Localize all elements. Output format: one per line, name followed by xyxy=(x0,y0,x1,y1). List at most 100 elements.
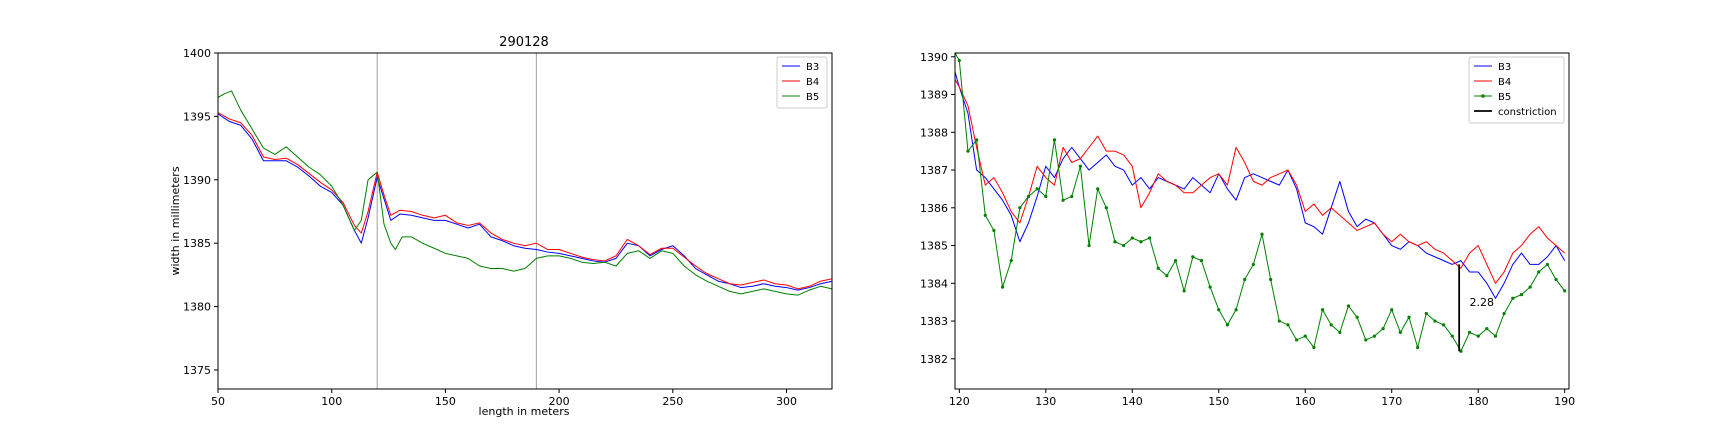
x-tick-label: 100 xyxy=(321,395,342,408)
x-tick-label: 180 xyxy=(1468,395,1489,408)
plot-area xyxy=(218,53,832,389)
annotations: 2.28 xyxy=(1470,296,1495,309)
chart-title: 290128 xyxy=(499,35,549,50)
legend: B3 B4 B5 xyxy=(776,56,828,109)
data-point xyxy=(1511,296,1515,300)
data-point xyxy=(1554,277,1558,282)
data-point xyxy=(1044,194,1048,199)
series-line-b5 xyxy=(218,90,832,296)
x-tick-label: 250 xyxy=(662,395,683,408)
y-tick-label: 1386 xyxy=(920,202,948,215)
y-tick-label: 1395 xyxy=(183,110,211,123)
data-point xyxy=(1018,206,1022,210)
x-tick-label: 50 xyxy=(211,395,225,408)
y-tick-label: 1390 xyxy=(183,174,211,187)
legend-box xyxy=(776,56,828,109)
data-point xyxy=(1035,187,1039,191)
x-tick-label: 140 xyxy=(1122,395,1143,408)
axes: 50 100 150 200 250 300 1375 1380 1385 1390 1395 140… xyxy=(183,47,833,408)
data-point xyxy=(1433,319,1437,323)
data-point xyxy=(1277,319,1281,323)
data-point xyxy=(1545,262,1549,267)
data-point xyxy=(1485,326,1489,331)
x-tick-label: 190 xyxy=(1554,395,1575,408)
data-point xyxy=(1251,262,1255,267)
data-point xyxy=(1442,323,1446,327)
y-tick-label: 1384 xyxy=(920,277,948,290)
data-point xyxy=(1026,194,1031,199)
data-point xyxy=(1078,164,1082,168)
data-point xyxy=(1113,240,1117,244)
data-point xyxy=(1459,349,1463,353)
data-point xyxy=(983,213,987,217)
legend-label: B5 xyxy=(1498,92,1511,103)
y-axis-label: width in millimeters xyxy=(169,166,182,275)
x-axis-label: length in meters xyxy=(479,405,570,418)
data-point xyxy=(1191,255,1195,259)
data-point xyxy=(1009,259,1013,263)
data-point xyxy=(1563,289,1567,293)
chart-right: 120 130 140 150 160 170 180 190 1382 1383 1384 1385… xyxy=(920,51,1575,408)
series-line-b3 xyxy=(955,71,1566,299)
x-tick-label: 150 xyxy=(1208,395,1229,408)
data-point xyxy=(1070,194,1074,199)
y-tick-label: 1387 xyxy=(920,164,948,177)
y-tick-label: 1385 xyxy=(183,237,211,250)
data-point xyxy=(1450,334,1454,338)
data-point xyxy=(1303,334,1307,338)
data-point xyxy=(1346,304,1351,308)
data-point xyxy=(1225,323,1230,327)
legend-label: B4 xyxy=(1498,77,1511,88)
x-tick-label: 170 xyxy=(1381,395,1402,408)
data-point xyxy=(1398,330,1402,334)
data-point xyxy=(1087,243,1091,248)
data-point xyxy=(1312,345,1316,350)
series-line-b4 xyxy=(218,112,832,290)
data-point xyxy=(1338,330,1342,334)
x-tick-label: 160 xyxy=(1295,395,1316,408)
legend-label: B3 xyxy=(806,62,819,73)
data-point xyxy=(1364,338,1368,342)
data-point xyxy=(1329,323,1333,327)
axes-frame xyxy=(954,52,1570,390)
data-point xyxy=(1286,323,1290,327)
axes: 120 130 140 150 160 170 180 190 1382 1383 1384 1385… xyxy=(920,51,1575,408)
legend-label: B4 xyxy=(806,77,819,88)
data-point xyxy=(1217,308,1221,312)
series-line-b4 xyxy=(955,79,1566,284)
data-point xyxy=(1000,285,1005,289)
plot-area xyxy=(955,53,1567,353)
legend: B3 B4 B5 constriction xyxy=(1468,56,1565,124)
y-tick-label: 1383 xyxy=(920,315,948,328)
y-tick-label: 1380 xyxy=(183,301,211,314)
data-point xyxy=(1122,243,1126,248)
legend-label: B5 xyxy=(806,92,819,103)
data-point xyxy=(1320,308,1325,312)
data-point xyxy=(1355,315,1359,319)
y-tick-label: 1388 xyxy=(920,126,948,139)
data-point xyxy=(1416,345,1420,350)
x-tick-label: 300 xyxy=(776,395,797,408)
legend-label: B3 xyxy=(1498,62,1511,73)
data-point xyxy=(1372,334,1377,338)
data-point xyxy=(1519,293,1524,297)
y-tick-label: 1400 xyxy=(183,47,211,60)
data-point xyxy=(1407,315,1411,319)
data-point xyxy=(1052,138,1057,142)
legend-label: constriction xyxy=(1498,107,1557,118)
data-point xyxy=(1476,334,1480,338)
data-point xyxy=(1096,187,1100,191)
data-point xyxy=(1390,308,1394,312)
axes-frame xyxy=(217,52,833,390)
y-tick-label: 1375 xyxy=(183,364,211,377)
legend-marker xyxy=(1481,94,1485,98)
data-point xyxy=(1493,334,1498,338)
data-point xyxy=(1243,277,1247,282)
data-point xyxy=(1528,285,1532,289)
data-point xyxy=(1061,198,1065,202)
series-line-b5 xyxy=(955,53,1566,352)
data-point xyxy=(1165,274,1169,278)
x-tick-label: 120 xyxy=(949,395,970,408)
x-tick-label: 150 xyxy=(435,395,456,408)
